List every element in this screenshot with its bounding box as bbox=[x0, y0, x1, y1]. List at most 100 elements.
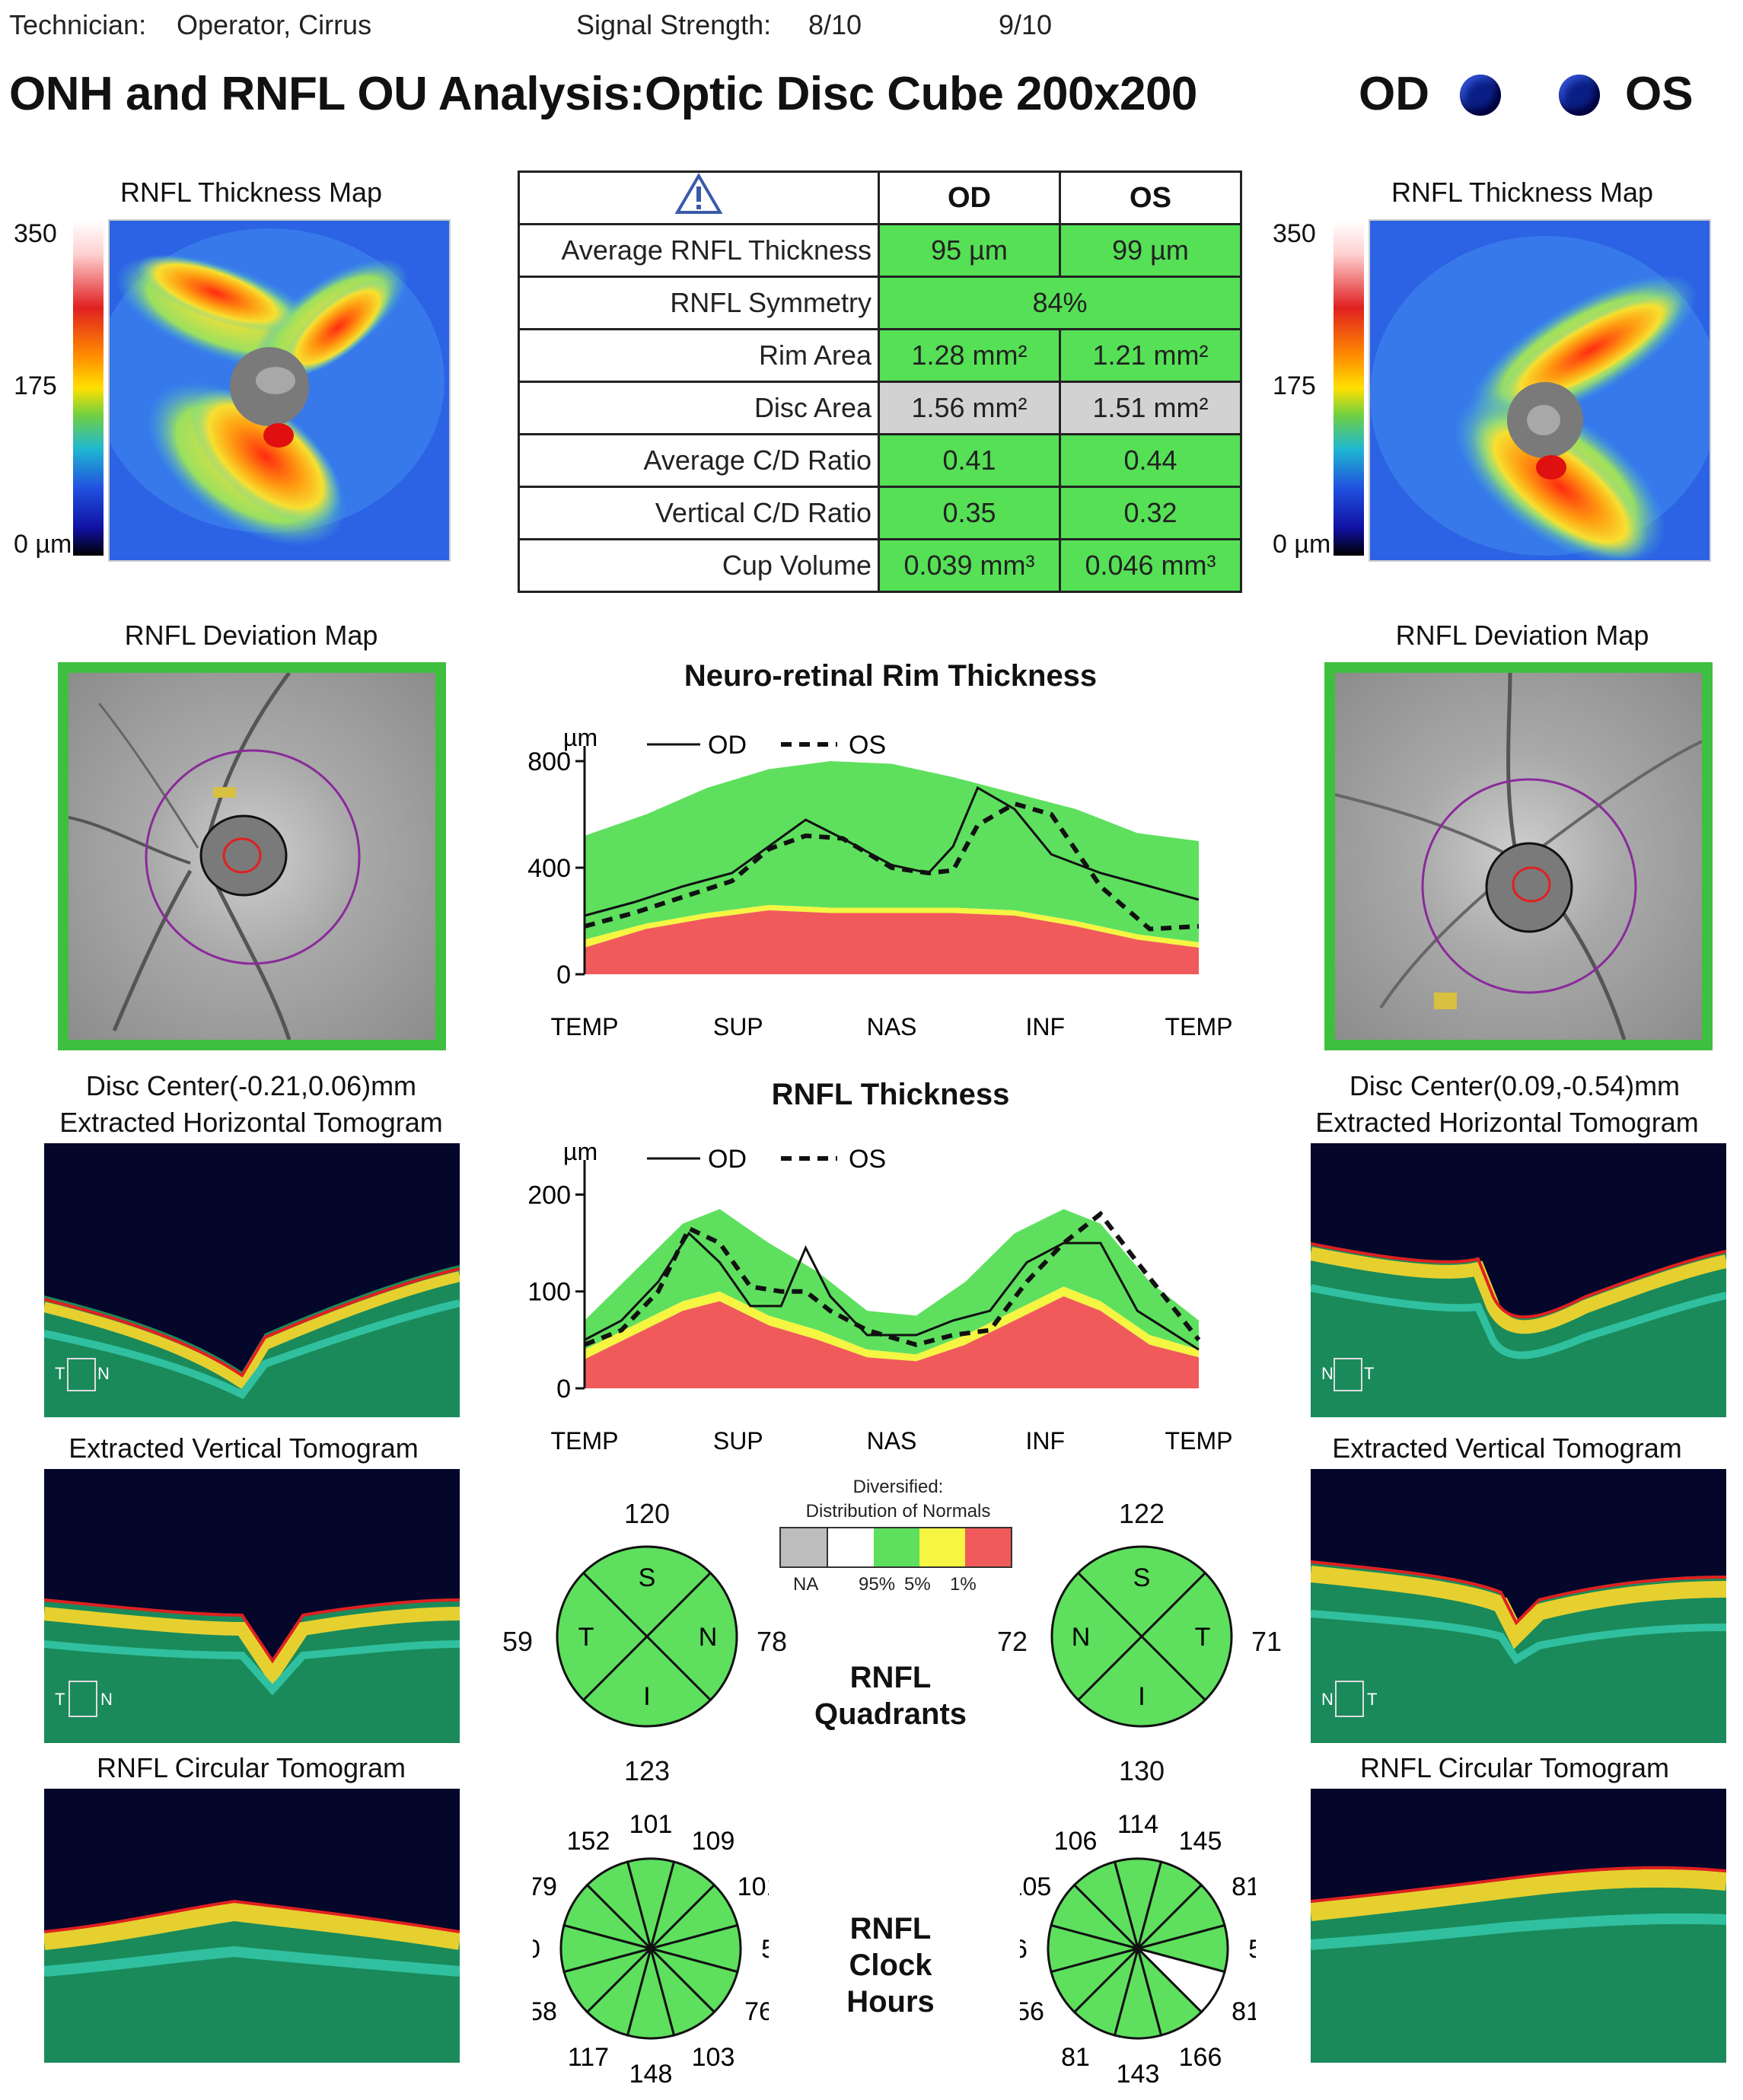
od-quadrant-i-value: 123 bbox=[623, 1755, 671, 1786]
row-label: Disc Area bbox=[518, 381, 880, 435]
os-clock-hour-value: 81 bbox=[1232, 1997, 1256, 2026]
legend-swatch-green bbox=[874, 1528, 919, 1566]
row-label: Cup Volume bbox=[518, 538, 880, 593]
table-header-od: OD bbox=[878, 170, 1061, 225]
os-value: 0.046 mm³ bbox=[1059, 538, 1242, 593]
os-clock-hour-value: 166 bbox=[1179, 2043, 1222, 2072]
table-row: Vertical C/D Ratio 0.35 0.32 bbox=[518, 486, 1242, 540]
os-horizontal-orientation-left: N bbox=[1321, 1364, 1334, 1383]
os-clock-hour-value: 81 bbox=[1061, 2043, 1090, 2072]
page-title: ONH and RNFL OU Analysis:Optic Disc Cube… bbox=[9, 68, 1197, 120]
od-vertical-orientation-left: T bbox=[55, 1690, 65, 1709]
row-label: Average RNFL Thickness bbox=[518, 223, 880, 278]
y-tick-label: 0 bbox=[556, 1375, 571, 1404]
outside-normal-band-red bbox=[585, 1296, 1199, 1388]
od-deviation-map-title: RNFL Deviation Map bbox=[124, 620, 378, 651]
borderline-band-yellow bbox=[585, 1286, 1199, 1362]
od-clock-hour-value: 101 bbox=[629, 1810, 673, 1839]
legend-title-line1: Diversified: bbox=[852, 1477, 944, 1497]
os-quadrant-t-value: 71 bbox=[1251, 1626, 1283, 1657]
symmetry-value: 84% bbox=[878, 276, 1242, 330]
x-tick-label: TEMP bbox=[551, 1013, 619, 1040]
y-tick-label: 0 bbox=[556, 961, 571, 989]
os-quadrant-chart: S N T I bbox=[1028, 1484, 1256, 1789]
os-vertical-orientation-right: T bbox=[1367, 1690, 1378, 1709]
quadrant-letter-i: I bbox=[1138, 1682, 1145, 1711]
x-tick-label: TEMP bbox=[1165, 1427, 1233, 1455]
od-quadrant-chart: S T N I bbox=[533, 1484, 761, 1789]
os-vertical-tomogram: N T bbox=[1311, 1469, 1726, 1743]
x-tick-label: TEMP bbox=[551, 1427, 619, 1455]
os-clock-hours-chart: 114 145 81 50 81 166 143 81 56 56 105106 bbox=[999, 1804, 1277, 2096]
x-tick-label: SUP bbox=[713, 1013, 763, 1040]
od-quadrant-s-value: 120 bbox=[623, 1498, 671, 1529]
warning-icon bbox=[674, 173, 723, 214]
y-tick-label: 100 bbox=[527, 1278, 571, 1307]
legend-od-label: OD bbox=[708, 731, 747, 760]
quadrant-letter-n: N bbox=[1072, 1623, 1091, 1652]
rim-chart-title: Neuro-retinal Rim Thickness bbox=[683, 659, 1098, 693]
table-row: Average RNFL Thickness 95 µm 99 µm bbox=[518, 223, 1242, 278]
od-color-scale-bar bbox=[73, 221, 104, 556]
os-horizontal-orientation-right: T bbox=[1364, 1364, 1375, 1383]
os-clock-hour-value: 106 bbox=[1054, 1827, 1098, 1856]
os-deviation-map bbox=[1324, 662, 1713, 1050]
row-label: Vertical C/D Ratio bbox=[518, 486, 880, 540]
os-scale-mid: 175 bbox=[1273, 371, 1316, 400]
od-clock-hour-value: 101 bbox=[738, 1872, 769, 1901]
row-label: RNFL Symmetry bbox=[518, 276, 880, 330]
y-axis-unit: µm bbox=[563, 1138, 597, 1165]
orientation-icon bbox=[69, 1681, 97, 1717]
od-scale-min: 0 µm bbox=[14, 530, 72, 559]
quadrant-letter-t: T bbox=[1195, 1623, 1211, 1652]
od-clock-hour-value: 76 bbox=[744, 1997, 769, 2026]
od-scale-max: 350 bbox=[14, 219, 57, 248]
os-clock-hour-value: 114 bbox=[1117, 1810, 1158, 1839]
os-clock-hour-value: 105 bbox=[1020, 1872, 1051, 1901]
os-disc-center: Disc Center(0.09,-0.54)mm bbox=[1349, 1070, 1681, 1101]
od-vertical-orientation-right: N bbox=[100, 1690, 113, 1709]
os-horizontal-tomogram: N T bbox=[1311, 1143, 1726, 1417]
od-circular-tomogram bbox=[44, 1789, 460, 2063]
legend-os-label: OS bbox=[849, 1145, 886, 1174]
table-row: Cup Volume 0.039 mm³ 0.046 mm³ bbox=[518, 538, 1242, 593]
legend-label-5: 5% bbox=[904, 1574, 931, 1595]
os-vertical-tomogram-title: Extracted Vertical Tomogram bbox=[1332, 1432, 1682, 1464]
os-deviation-map-title: RNFL Deviation Map bbox=[1395, 620, 1649, 651]
x-tick-label: NAS bbox=[867, 1427, 917, 1455]
od-horizontal-orientation-right: N bbox=[97, 1364, 110, 1383]
od-value: 0.35 bbox=[878, 486, 1061, 540]
table-row: RNFL Symmetry 84% bbox=[518, 276, 1242, 330]
os-clock-hour-value: 56 bbox=[1020, 1997, 1044, 2026]
normal-band-green bbox=[585, 761, 1199, 942]
os-quadrant-n-value: 72 bbox=[996, 1626, 1028, 1657]
orientation-icon bbox=[67, 1358, 96, 1391]
od-clock-hour-value: 148 bbox=[629, 2060, 673, 2089]
os-clock-hour-value: 50 bbox=[1248, 1935, 1256, 1964]
rim-thickness-chart: µm 800 400 0 TEMP SUP NAS INF TEMP OD OS bbox=[502, 723, 1263, 1043]
rnfl-thickness-chart: µm 200 100 0 TEMP SUP NAS INF TEMP OD OS bbox=[502, 1137, 1263, 1457]
quadrants-label-line2: Quadrants bbox=[814, 1697, 967, 1731]
od-vertical-tomogram: T N bbox=[44, 1469, 460, 1743]
od-clock-hour-value: 57 bbox=[761, 1935, 769, 1964]
table-row: Rim Area 1.28 mm² 1.21 mm² bbox=[518, 328, 1242, 383]
legend-od-label: OD bbox=[708, 1145, 747, 1174]
quadrant-letter-s: S bbox=[1133, 1563, 1151, 1592]
signal-strength-os: 9/10 bbox=[999, 9, 1053, 40]
legend-label-na: NA bbox=[793, 1574, 819, 1595]
quadrant-letter-s: S bbox=[639, 1563, 656, 1592]
x-tick-label: TEMP bbox=[1165, 1013, 1233, 1040]
clock-center-dot bbox=[646, 1944, 655, 1953]
warning-header-cell bbox=[518, 170, 880, 225]
y-tick-label: 400 bbox=[527, 854, 571, 883]
os-quadrant-s-value: 122 bbox=[1118, 1498, 1165, 1529]
od-quadrant-n-value: 78 bbox=[756, 1626, 788, 1657]
os-value: 0.44 bbox=[1059, 433, 1242, 488]
rnfl-chart-title: RNFL Thickness bbox=[771, 1078, 1010, 1111]
os-series-line bbox=[583, 1210, 1201, 1347]
clock-label-line3: Hours bbox=[846, 1985, 935, 2019]
os-color-scale-bar bbox=[1334, 221, 1364, 556]
clock-center-dot bbox=[1133, 1944, 1142, 1953]
od-clock-hour-value: 109 bbox=[692, 1827, 735, 1856]
orientation-icon bbox=[1335, 1681, 1364, 1717]
